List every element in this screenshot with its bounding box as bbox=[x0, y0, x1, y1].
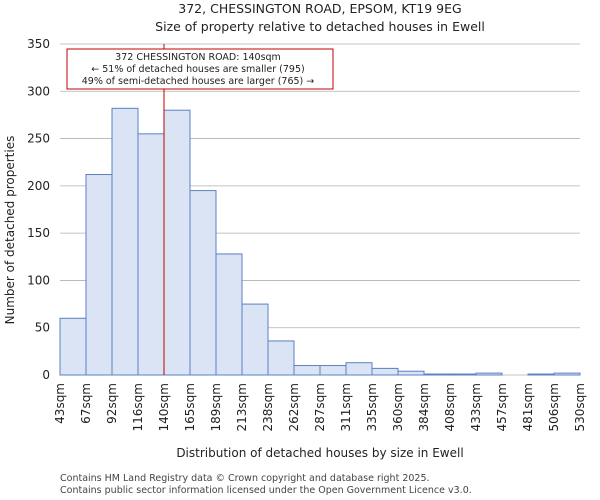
y-tick-label: 250 bbox=[27, 132, 50, 146]
annotation-line-1: 372 CHESSINGTON ROAD: 140sqm bbox=[115, 52, 281, 63]
x-tick-label: 481sqm bbox=[521, 383, 535, 431]
bars bbox=[59, 107, 581, 376]
bar-43sqm bbox=[59, 317, 87, 376]
bar-238sqm bbox=[267, 340, 295, 376]
chart-subtitle: Size of property relative to detached ho… bbox=[155, 19, 485, 34]
y-tick-label: 350 bbox=[27, 37, 50, 51]
bar-481sqm bbox=[527, 373, 555, 376]
bar-116sqm bbox=[137, 133, 165, 376]
x-tick-label: 506sqm bbox=[547, 383, 561, 431]
x-tick-label: 165sqm bbox=[183, 383, 197, 431]
x-tick-label: 140sqm bbox=[157, 383, 171, 431]
y-tick-label: 50 bbox=[35, 321, 50, 335]
annotation-line-3: 49% of semi-detached houses are larger (… bbox=[82, 76, 315, 87]
x-tick-label: 238sqm bbox=[261, 383, 275, 431]
footer-line-1: Contains HM Land Registry data © Crown c… bbox=[60, 473, 430, 484]
x-tick-label: 311sqm bbox=[339, 383, 353, 431]
x-tick-label: 43sqm bbox=[53, 383, 67, 424]
bar-287sqm bbox=[319, 365, 347, 376]
bar-92sqm bbox=[111, 107, 139, 376]
bar-433sqm bbox=[475, 372, 503, 376]
bar-140sqm bbox=[163, 109, 191, 376]
bar-360sqm bbox=[397, 370, 425, 376]
bar-165sqm bbox=[189, 190, 217, 376]
y-tick-label: 200 bbox=[27, 179, 50, 193]
y-tick-label: 0 bbox=[42, 368, 50, 382]
x-tick-label: 408sqm bbox=[443, 383, 457, 431]
footer-line-2: Contains public sector information licen… bbox=[60, 485, 472, 496]
y-axis-label: Number of detached properties bbox=[3, 136, 17, 325]
x-tick-label: 116sqm bbox=[131, 383, 145, 431]
x-tick-label: 67sqm bbox=[79, 383, 93, 424]
annotation-line-2: ← 51% of detached houses are smaller (79… bbox=[91, 64, 304, 75]
x-tick-label: 189sqm bbox=[209, 383, 223, 431]
x-tick-label: 287sqm bbox=[313, 383, 327, 431]
bar-262sqm bbox=[293, 365, 321, 376]
x-tick-label: 457sqm bbox=[495, 383, 509, 431]
bar-67sqm bbox=[85, 174, 113, 376]
bar-335sqm bbox=[371, 367, 399, 376]
x-axis-ticks: 43sqm 67sqm 92sqm 116sqm 140sqm 165sqm 189sqm 2… bbox=[53, 383, 587, 431]
y-axis-ticks: 0 50 100 150 200 250 300 350 bbox=[27, 37, 50, 382]
y-tick-label: 150 bbox=[27, 226, 50, 240]
x-tick-label: 530sqm bbox=[573, 383, 587, 431]
bar-189sqm bbox=[215, 253, 243, 376]
bar-384sqm bbox=[423, 373, 451, 376]
x-tick-label: 92sqm bbox=[105, 383, 119, 424]
x-tick-label: 360sqm bbox=[391, 383, 405, 431]
y-tick-label: 300 bbox=[27, 84, 50, 98]
x-tick-label: 262sqm bbox=[287, 383, 301, 431]
x-tick-label: 384sqm bbox=[417, 383, 431, 431]
y-tick-label: 100 bbox=[27, 273, 50, 287]
x-axis-label: Distribution of detached houses by size … bbox=[176, 446, 463, 460]
x-tick-label: 335sqm bbox=[365, 383, 379, 431]
bar-506sqm bbox=[553, 372, 581, 376]
bar-311sqm bbox=[345, 362, 373, 376]
chart-title: 372, CHESSINGTON ROAD, EPSOM, KT19 9EG bbox=[178, 1, 461, 16]
annotation-box bbox=[66, 48, 334, 90]
x-tick-label: 213sqm bbox=[235, 383, 249, 431]
bar-213sqm bbox=[241, 303, 269, 376]
x-tick-label: 433sqm bbox=[469, 383, 483, 431]
bar-408sqm bbox=[449, 373, 477, 376]
